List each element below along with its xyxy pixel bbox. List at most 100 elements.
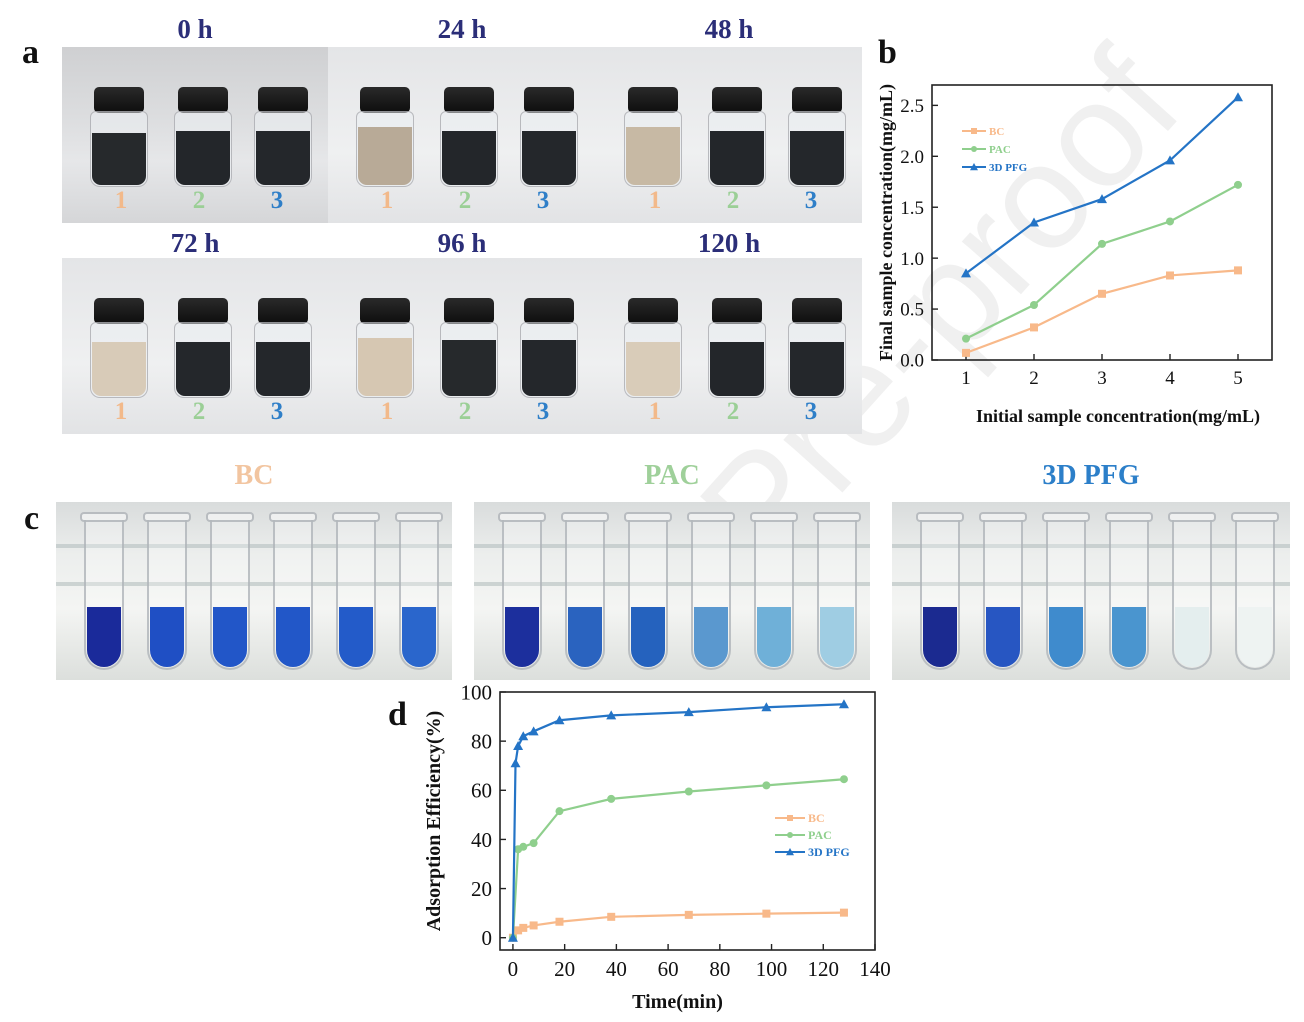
vial-glass	[174, 322, 232, 398]
vial-liquid	[92, 342, 146, 396]
test-tube	[1042, 512, 1090, 670]
tube-solution	[986, 607, 1020, 667]
test-tube	[1231, 512, 1279, 670]
tube-solution	[1112, 607, 1146, 667]
tube-rim	[813, 512, 861, 522]
data-point	[962, 348, 970, 357]
data-point	[1165, 155, 1175, 165]
series-line	[965, 183, 1239, 340]
tube-solution	[694, 607, 728, 667]
series-line	[511, 703, 845, 938]
legend-marker	[970, 163, 978, 171]
rack-bar	[56, 582, 452, 586]
vial	[788, 87, 846, 187]
vial-cap	[524, 87, 574, 113]
test-tube	[916, 512, 964, 670]
vial-glass	[708, 111, 766, 187]
test-tube	[750, 512, 798, 670]
tube-rim	[750, 512, 798, 522]
vial-liquid	[358, 127, 412, 185]
x-tick-label: 120	[808, 957, 840, 981]
vial-photo: 1 2 3	[596, 47, 862, 223]
x-tick-label: 0	[508, 957, 519, 981]
data-point	[1166, 271, 1174, 280]
tube-rim	[916, 512, 964, 522]
vial-cap	[258, 298, 308, 324]
tube-solution	[1175, 607, 1209, 667]
y-tick-label: 0	[482, 926, 493, 950]
tube-solution	[276, 607, 310, 667]
vial	[174, 87, 232, 187]
vial-number: 3	[270, 187, 284, 214]
tube-solution	[402, 607, 436, 667]
data-point	[838, 699, 849, 709]
test-tube	[687, 512, 735, 670]
vial-cap	[94, 87, 144, 113]
y-tick-label: 0.0	[900, 351, 924, 372]
vial-number: 3	[804, 398, 818, 425]
time-label: 48 h	[704, 14, 754, 44]
data-point	[528, 726, 539, 736]
vial	[708, 298, 766, 398]
vial-liquid	[176, 342, 230, 396]
vial	[90, 298, 148, 398]
vial-number: 1	[380, 398, 394, 425]
vial	[356, 87, 414, 187]
tube-rack-photo	[474, 502, 870, 680]
vial-liquid	[358, 338, 412, 396]
legend-label: PAC	[808, 828, 832, 842]
tube-rim	[498, 512, 546, 522]
vial	[520, 87, 578, 187]
vial	[174, 298, 232, 398]
vial-liquid	[790, 131, 844, 185]
vial-liquid	[790, 342, 844, 396]
vial-number: 3	[804, 187, 818, 214]
vial-liquid	[256, 131, 310, 185]
legend-marker	[786, 848, 794, 856]
data-point	[683, 707, 694, 717]
legend-marker	[971, 128, 977, 134]
test-tube	[206, 512, 254, 670]
legend-marker	[787, 815, 793, 821]
data-point	[507, 932, 518, 942]
data-point	[607, 794, 616, 803]
test-tube	[395, 512, 443, 670]
legend-label: 3D PFG	[989, 162, 1028, 174]
data-point	[510, 758, 521, 768]
x-tick-label: 80	[709, 957, 730, 981]
vial-cap	[178, 298, 228, 324]
data-point	[961, 268, 971, 278]
vial-liquid	[522, 131, 576, 185]
vial-liquid	[710, 131, 764, 185]
tube-rim	[1231, 512, 1279, 522]
vial-number: 3	[536, 187, 550, 214]
plot-frame	[931, 84, 1273, 361]
data-point	[513, 741, 524, 751]
panel-letter-b: b	[878, 34, 897, 71]
tube-rack-photo	[56, 502, 452, 680]
vial-liquid	[710, 342, 764, 396]
vial-glass	[90, 322, 148, 398]
legend-label: 3D PFG	[808, 845, 850, 859]
rack-bar	[892, 582, 1290, 586]
vial	[708, 87, 766, 187]
data-point	[1234, 180, 1242, 189]
data-point	[1098, 239, 1106, 248]
data-point	[519, 842, 528, 851]
data-point	[762, 781, 771, 790]
data-point	[518, 731, 529, 741]
vial-glass	[788, 111, 846, 187]
vial-cap	[444, 298, 494, 324]
vial-glass	[624, 111, 682, 187]
panel-letter-d: d	[388, 696, 407, 733]
vial	[356, 298, 414, 398]
vial-photo: 1 2 3	[328, 258, 596, 434]
y-tick-label: 2.5	[900, 96, 924, 117]
vial-number: 3	[270, 398, 284, 425]
vial-glass	[788, 322, 846, 398]
data-point	[1166, 217, 1174, 226]
tube-rim	[624, 512, 672, 522]
x-tick-label: 20	[554, 957, 575, 981]
vial-cap	[628, 87, 678, 113]
tube-rim	[206, 512, 254, 522]
